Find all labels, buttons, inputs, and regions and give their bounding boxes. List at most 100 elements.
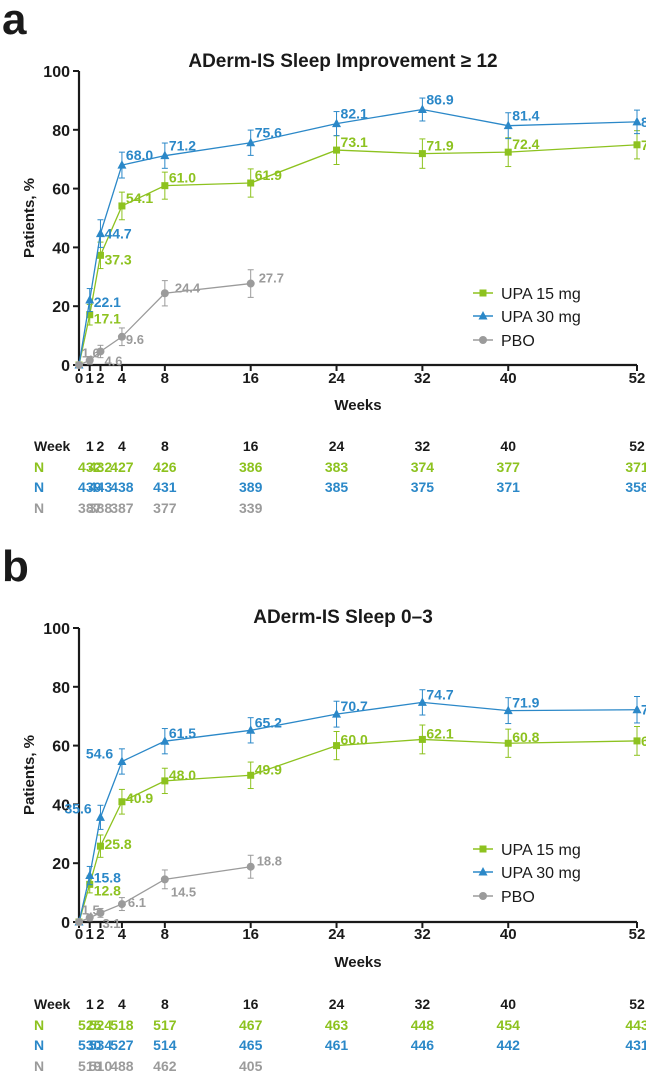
legend-marker <box>480 846 487 853</box>
n-table-week-cell: 52 <box>609 996 646 1012</box>
data-point <box>419 150 426 157</box>
x-tick-label: 0 <box>75 926 83 943</box>
data-label: 60.8 <box>512 729 539 745</box>
n-table-cell: 371 <box>609 459 646 475</box>
n-table-cell: 454 <box>480 1017 536 1033</box>
legend-item-upa30: UPA 30 mg <box>473 865 581 882</box>
data-point <box>75 361 83 369</box>
data-label: 1.5 <box>82 903 100 918</box>
x-tick-label: 40 <box>500 926 517 943</box>
legend-item-upa15: UPA 15 mg <box>473 842 581 859</box>
legend-label: UPA 15 mg <box>501 842 581 859</box>
data-label: 61.9 <box>255 167 282 183</box>
data-label: 14.5 <box>171 884 196 899</box>
n-table-cell: 431 <box>609 1037 646 1053</box>
series-line <box>79 145 637 365</box>
data-label: 3.1 <box>102 916 120 931</box>
data-label: 27.7 <box>259 271 284 286</box>
data-label: 70.7 <box>341 698 368 714</box>
chart-title: ADerm-IS Sleep 0–3 <box>253 607 433 628</box>
data-label: 71.2 <box>169 138 196 154</box>
n-table-cell: 385 <box>309 479 365 495</box>
n-table-cell: 446 <box>394 1037 450 1053</box>
y-tick-label: 40 <box>52 240 70 257</box>
data-label: 54.6 <box>86 745 113 761</box>
data-point <box>247 180 254 187</box>
legend-label: PBO <box>501 889 535 906</box>
y-axis-label: Patients, % <box>21 178 38 258</box>
n-table-row-label: N <box>34 1037 44 1053</box>
y-tick-label: 60 <box>52 182 70 199</box>
data-point <box>118 798 125 805</box>
n-table-cell: 431 <box>137 479 193 495</box>
data-point <box>161 289 169 297</box>
legend-item-pbo: PBO <box>473 333 535 350</box>
y-tick-label: 80 <box>52 680 70 697</box>
data-label: 75.6 <box>255 125 282 141</box>
data-point <box>247 863 255 871</box>
data-point <box>75 918 83 926</box>
y-tick-label: 20 <box>52 856 70 873</box>
data-label: 24.4 <box>175 280 201 295</box>
data-point <box>634 141 641 148</box>
n-table-cell: 448 <box>394 1017 450 1033</box>
data-point <box>161 875 169 883</box>
data-label: 49.9 <box>255 761 282 777</box>
series-upa30: 22.144.768.071.275.682.186.981.482.7 <box>75 92 646 369</box>
data-label: 54.1 <box>126 190 153 206</box>
legend-item-pbo: PBO <box>473 889 535 906</box>
data-point <box>118 900 126 908</box>
data-label: 72.4 <box>512 136 539 152</box>
data-label: 65.2 <box>255 714 282 730</box>
data-point <box>118 333 126 341</box>
legend-item-upa30: UPA 30 mg <box>473 309 581 326</box>
data-point <box>117 756 126 765</box>
x-tick-label: 24 <box>328 926 345 943</box>
n-table-week-cell: 8 <box>137 438 193 454</box>
n-table-cell: 377 <box>480 459 536 475</box>
x-tick-label: 52 <box>629 370 646 387</box>
data-point <box>634 737 641 744</box>
n-table-week-cell: 24 <box>309 996 365 1012</box>
n-table-row-label: N <box>34 1058 44 1074</box>
data-label: 25.8 <box>104 836 131 852</box>
data-label: 22.1 <box>94 294 121 310</box>
data-point <box>118 202 125 209</box>
data-label: 82.7 <box>641 114 646 130</box>
n-table-week-cell: 32 <box>394 438 450 454</box>
n-table-cell: 462 <box>137 1058 193 1074</box>
data-label: 68.0 <box>126 147 153 163</box>
legend-marker <box>479 336 487 344</box>
n-table-row-label: N <box>34 459 44 475</box>
data-label: 9.6 <box>126 332 144 347</box>
data-label: 48.0 <box>169 767 196 783</box>
n-table-cell: 405 <box>223 1058 279 1074</box>
n-table-cell: 514 <box>137 1037 193 1053</box>
x-tick-label: 16 <box>242 926 259 943</box>
data-point <box>419 736 426 743</box>
n-table-cell: 426 <box>137 459 193 475</box>
data-label: 18.8 <box>257 854 282 869</box>
data-label: 71.9 <box>426 138 453 154</box>
legend-item-upa15: UPA 15 mg <box>473 286 581 303</box>
data-label: 86.9 <box>426 92 453 108</box>
legend-label: UPA 30 mg <box>501 309 581 326</box>
x-tick-label: 0 <box>75 370 83 387</box>
data-point <box>96 812 105 821</box>
data-label: 60.0 <box>341 732 368 748</box>
x-axis-label: Weeks <box>334 397 381 414</box>
x-tick-label: 1 <box>86 370 94 387</box>
data-point <box>161 777 168 784</box>
n-table-cell: 443 <box>609 1017 646 1033</box>
legend-label: UPA 30 mg <box>501 865 581 882</box>
x-tick-label: 8 <box>161 926 169 943</box>
x-tick-label: 32 <box>414 926 431 943</box>
series-upa30: 15.835.654.661.565.270.774.771.972.2 <box>64 686 646 925</box>
data-label: 71.9 <box>512 695 539 711</box>
